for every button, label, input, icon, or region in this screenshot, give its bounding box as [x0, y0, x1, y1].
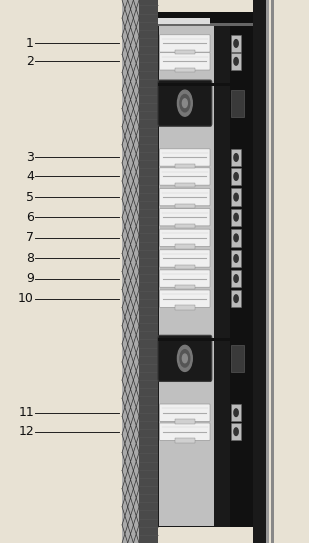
Circle shape [180, 94, 190, 112]
Circle shape [234, 409, 238, 416]
Circle shape [182, 354, 187, 363]
Bar [231, 270, 241, 287]
Circle shape [180, 350, 190, 367]
Text: 12: 12 [18, 425, 34, 438]
FancyBboxPatch shape [159, 270, 210, 287]
Bar [266, 0, 269, 543]
Text: 8: 8 [26, 252, 34, 265]
Bar [231, 188, 241, 206]
Text: 11: 11 [18, 406, 34, 419]
Bar [175, 183, 195, 187]
Bar [158, 18, 210, 24]
Circle shape [234, 234, 238, 242]
Text: 10: 10 [18, 292, 34, 305]
Circle shape [182, 99, 187, 108]
Bar [175, 438, 195, 443]
Text: 6: 6 [26, 211, 34, 224]
Bar [175, 285, 195, 289]
Circle shape [234, 428, 238, 435]
Bar [158, 24, 230, 527]
Bar [231, 229, 241, 247]
Circle shape [234, 295, 238, 302]
Bar [231, 90, 244, 117]
Circle shape [177, 90, 192, 116]
Bar [271, 0, 274, 543]
Bar [175, 224, 195, 228]
Bar [231, 149, 241, 166]
Bar [175, 50, 195, 54]
Bar [231, 35, 241, 52]
Bar [175, 265, 195, 269]
FancyBboxPatch shape [159, 209, 210, 226]
Circle shape [234, 58, 238, 65]
FancyBboxPatch shape [159, 188, 210, 206]
FancyBboxPatch shape [158, 80, 212, 127]
FancyBboxPatch shape [159, 149, 210, 166]
Bar [231, 250, 241, 267]
Text: 2: 2 [26, 55, 34, 68]
Circle shape [234, 173, 238, 180]
Bar [175, 244, 195, 249]
Circle shape [234, 213, 238, 221]
FancyBboxPatch shape [158, 336, 212, 382]
Bar [231, 53, 241, 70]
Bar [175, 419, 195, 424]
Bar [231, 404, 241, 421]
Bar [175, 204, 195, 208]
Bar [139, 0, 158, 543]
Circle shape [234, 40, 238, 47]
FancyBboxPatch shape [159, 35, 210, 52]
Text: 4: 4 [26, 170, 34, 183]
Bar [231, 168, 241, 185]
FancyBboxPatch shape [159, 250, 210, 267]
Circle shape [234, 275, 238, 282]
Bar [158, 83, 253, 86]
Bar [230, 24, 253, 527]
Bar [158, 23, 253, 26]
Circle shape [177, 345, 192, 371]
Bar [175, 164, 195, 168]
Bar [231, 290, 241, 307]
FancyBboxPatch shape [159, 168, 210, 185]
FancyBboxPatch shape [159, 53, 210, 70]
Text: 3: 3 [26, 151, 34, 164]
Circle shape [234, 154, 238, 161]
Bar [158, 12, 253, 26]
FancyBboxPatch shape [159, 404, 210, 421]
Bar [175, 305, 195, 310]
Bar [159, 26, 214, 526]
Circle shape [234, 255, 238, 262]
Text: 9: 9 [26, 272, 34, 285]
FancyBboxPatch shape [159, 229, 210, 247]
Bar [158, 338, 253, 341]
Bar [231, 209, 241, 226]
Bar [122, 0, 139, 543]
Text: 5: 5 [26, 191, 34, 204]
Bar [253, 0, 266, 543]
Circle shape [234, 193, 238, 201]
Text: 1: 1 [26, 37, 34, 50]
Bar [175, 68, 195, 72]
Text: 7: 7 [26, 231, 34, 244]
Bar [231, 423, 241, 440]
Bar [231, 345, 244, 372]
FancyBboxPatch shape [159, 290, 210, 307]
FancyBboxPatch shape [159, 423, 210, 440]
